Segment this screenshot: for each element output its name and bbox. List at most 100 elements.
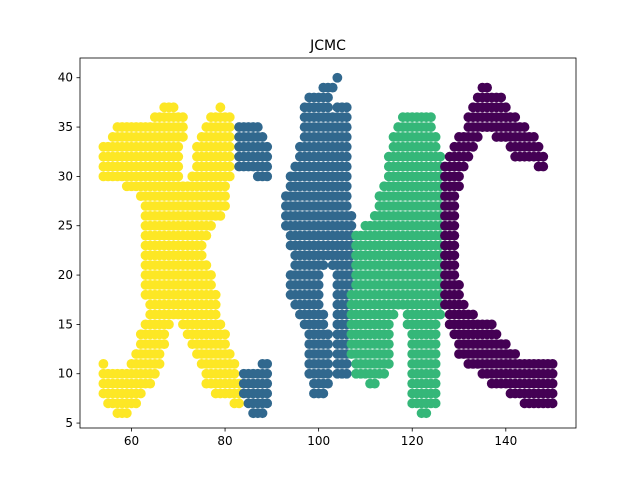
data-point-blue [332,72,343,83]
data-point-yellow [196,240,207,251]
data-point-green [430,378,441,389]
data-point-green [435,309,446,320]
data-point-yellow [220,339,230,350]
data-point-yellow [224,161,235,172]
data-point-yellow [224,112,235,123]
data-point-blue [257,132,268,142]
data-point-yellow [220,329,230,340]
data-point-purple [449,250,460,261]
chart-title: JCMC [309,38,346,54]
data-point-purple [468,309,478,320]
data-point-yellow [201,230,212,241]
data-point-yellow [135,388,146,399]
data-point-green [430,329,441,340]
data-point-blue [262,151,273,162]
data-point-blue [313,280,324,290]
data-point-green [430,141,441,152]
data-point-blue [346,210,357,221]
data-point-green [430,368,441,379]
data-point-blue [313,289,324,300]
data-point-blue [262,388,273,399]
y-tick-label: 35 [58,120,73,134]
data-point-blue [323,349,333,359]
data-point-blue [341,368,352,379]
data-point-yellow [173,141,184,152]
data-point-green [430,358,441,369]
data-point-yellow [229,358,240,369]
data-point-yellow [224,141,235,152]
data-point-blue [341,141,352,152]
data-point-blue [262,141,273,152]
data-point-green [426,122,436,132]
x-tick-label: 60 [124,434,139,448]
data-point-blue [262,398,273,409]
data-point-purple [519,122,530,132]
data-point-green [383,319,394,330]
data-point-purple [547,378,558,389]
data-point-blue [323,378,333,389]
data-point-purple [458,161,469,172]
data-point-green [430,319,441,330]
data-point-yellow [224,132,235,142]
points-layer [98,72,558,419]
data-point-yellow [224,171,235,182]
y-tick-label: 15 [58,317,73,331]
data-point-blue [341,171,352,182]
y-tick-label: 30 [58,169,73,183]
data-point-purple [454,289,464,300]
data-point-yellow [220,201,230,211]
data-point-blue [341,201,352,211]
data-point-yellow [154,358,165,369]
data-point-blue [313,299,324,310]
y-tick-label: 25 [58,219,73,233]
data-point-yellow [215,319,226,330]
data-point-blue [262,358,273,369]
data-point-yellow [220,191,230,202]
data-point-blue [341,112,352,123]
data-point-purple [449,240,460,251]
data-point-blue [341,102,352,113]
data-point-purple [496,92,507,103]
data-point-blue [262,368,273,379]
data-point-purple [486,319,497,330]
data-point-yellow [173,171,184,182]
data-point-purple [510,349,521,359]
data-point-yellow [145,378,156,389]
data-point-purple [449,201,460,211]
data-point-purple [472,132,483,142]
y-tick-label: 5 [65,416,73,430]
data-point-green [383,329,394,340]
data-point-blue [262,171,273,182]
data-point-yellow [178,132,188,142]
data-point-yellow [98,358,109,369]
data-point-blue [318,260,329,271]
data-point-yellow [173,161,184,172]
data-point-green [430,132,441,142]
data-point-blue [323,339,333,350]
data-point-purple [454,171,464,182]
data-point-blue [323,329,333,340]
data-point-blue [341,161,352,172]
data-point-blue [327,82,338,93]
data-point-blue [323,358,333,369]
data-point-yellow [131,398,142,409]
data-point-blue [257,408,268,419]
data-point-purple [449,260,460,271]
data-point-yellow [121,408,132,419]
x-tick-label: 100 [307,434,330,448]
data-point-blue [341,358,352,369]
data-point-blue [323,102,333,113]
data-point-yellow [168,102,179,113]
data-point-purple [547,388,558,399]
data-point-yellow [178,122,188,132]
data-point-yellow [201,260,212,271]
data-point-purple [491,329,502,340]
data-point-green [435,151,446,162]
data-point-green [383,339,394,350]
data-point-yellow [234,398,244,409]
data-point-green [383,349,394,359]
data-point-yellow [149,368,160,379]
y-tick-label: 10 [58,367,73,381]
